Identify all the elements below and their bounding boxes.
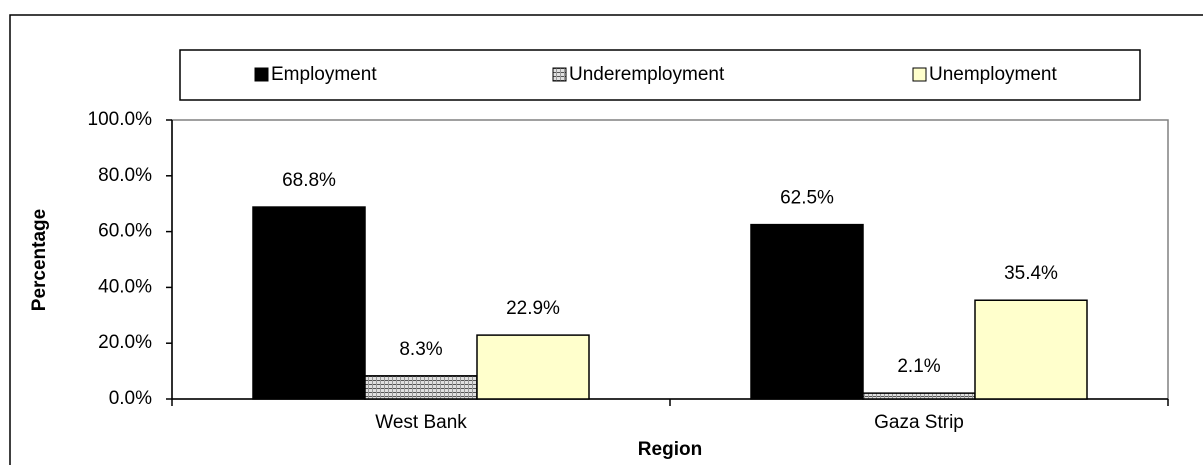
legend-swatch <box>912 67 927 82</box>
legend-label: Employment <box>271 64 377 85</box>
value-label: 62.5% <box>780 188 834 209</box>
bar <box>252 206 366 400</box>
value-label: 22.9% <box>506 298 560 319</box>
y-tick-label: 60.0% <box>98 221 152 242</box>
y-tick-label: 80.0% <box>98 165 152 186</box>
legend-swatch <box>254 67 269 82</box>
legend-swatch <box>552 67 567 82</box>
x-tick-label: Gaza Strip <box>874 412 964 433</box>
value-label: 8.3% <box>399 339 442 360</box>
bar <box>364 375 478 400</box>
bar <box>750 223 864 400</box>
legend-box <box>179 49 1141 101</box>
y-tick-label: 0.0% <box>109 388 152 409</box>
legend-label: Unemployment <box>929 64 1057 85</box>
y-tick-label: 100.0% <box>88 109 153 130</box>
x-tick-label: West Bank <box>375 412 467 433</box>
value-label: 35.4% <box>1004 263 1058 284</box>
bar <box>974 299 1088 400</box>
x-axis-title: Region <box>638 439 702 460</box>
value-label: 2.1% <box>897 356 940 377</box>
legend-label: Underemployment <box>569 64 725 85</box>
y-axis-title: Percentage <box>29 209 50 311</box>
y-tick-label: 40.0% <box>98 276 152 297</box>
bar <box>862 392 976 400</box>
value-label: 68.8% <box>282 170 336 191</box>
y-tick-label: 20.0% <box>98 332 152 353</box>
bar <box>476 334 590 400</box>
